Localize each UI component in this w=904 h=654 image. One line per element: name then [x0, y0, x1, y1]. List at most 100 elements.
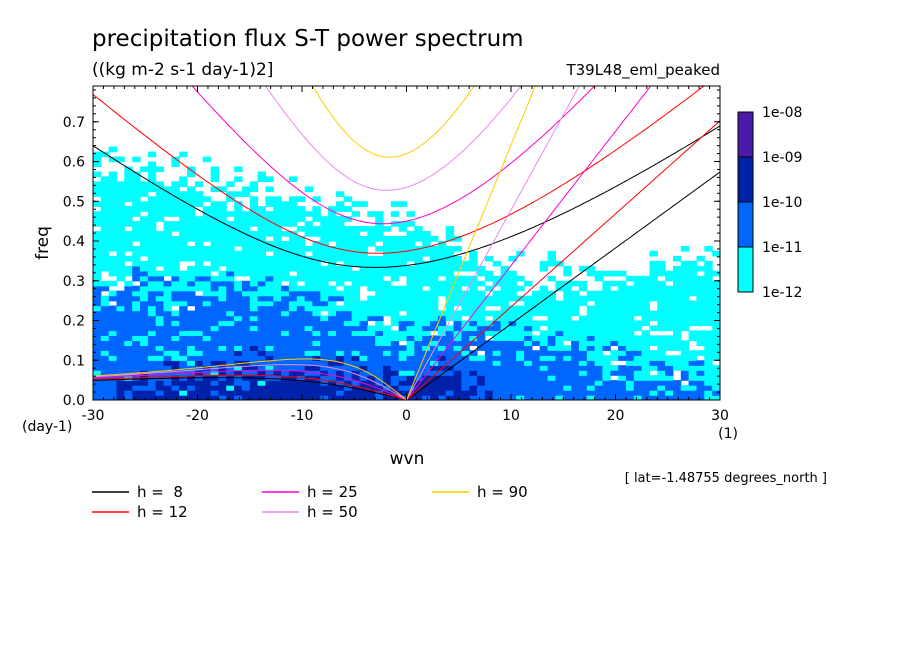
kelvin-curve-h25 — [406, 86, 652, 400]
heatmap-cell — [288, 360, 298, 366]
heatmap-cell — [116, 390, 125, 396]
heatmap-cell — [359, 270, 368, 277]
heatmap-cell — [704, 370, 713, 376]
heatmap-cell — [398, 350, 408, 356]
heatmap-cell — [210, 166, 219, 173]
heatmap-cell — [712, 385, 720, 391]
heatmap-cell — [249, 275, 259, 282]
heatmap-cell — [296, 360, 306, 366]
heatmap-cell — [461, 335, 470, 341]
heatmap-cell — [281, 265, 290, 272]
heatmap-cell — [500, 285, 509, 292]
heatmap-cell — [93, 360, 102, 366]
heatmap-cell — [406, 380, 415, 386]
heatmap-cell — [641, 290, 650, 297]
heatmap-cell — [124, 370, 133, 376]
heatmap-cell — [618, 305, 627, 312]
heatmap-cell — [336, 345, 345, 351]
heatmap-cell — [649, 390, 658, 396]
heatmap-cell — [516, 380, 525, 386]
heatmap-cell — [241, 380, 251, 386]
heatmap-cell — [688, 280, 697, 287]
heatmap-cell — [147, 270, 157, 277]
heatmap-cell — [414, 310, 423, 317]
heatmap-cell — [312, 380, 321, 386]
heatmap-cell — [140, 166, 149, 173]
heatmap-cell — [93, 216, 102, 222]
heatmap-cell — [398, 300, 408, 307]
heatmap-cell — [304, 370, 313, 376]
heatmap-cell — [500, 385, 509, 391]
heatmap-cell — [563, 350, 572, 356]
heatmap-cell — [688, 275, 697, 282]
heatmap-cell — [140, 265, 149, 272]
heatmap-cell — [712, 365, 720, 371]
heatmap-cell — [336, 201, 345, 207]
heatmap-cell — [375, 320, 384, 327]
heatmap-cell — [437, 285, 447, 292]
heatmap-cell — [288, 275, 298, 282]
heatmap-cell — [328, 350, 337, 356]
heatmap-cell — [163, 350, 172, 356]
heatmap-cell — [116, 305, 125, 312]
heatmap-cell — [437, 241, 447, 247]
heatmap-cell — [336, 395, 345, 400]
heatmap-cell — [218, 325, 227, 332]
heatmap-cell — [336, 370, 345, 376]
heatmap-cell — [531, 340, 541, 346]
heatmap-cell — [500, 290, 509, 297]
heatmap-cell — [155, 365, 165, 371]
heatmap-cell — [226, 285, 235, 292]
heatmap-cell — [649, 395, 658, 400]
heatmap-cell — [273, 375, 282, 381]
heatmap-cell — [422, 250, 431, 257]
heatmap-cell — [508, 395, 517, 400]
heatmap-cell — [461, 395, 470, 400]
heatmap-cell — [516, 345, 525, 351]
heatmap-cell — [398, 375, 408, 381]
heatmap-cell — [312, 335, 321, 341]
heatmap-cell — [140, 320, 149, 327]
heatmap-cell — [265, 285, 274, 292]
heatmap-cell — [194, 380, 204, 386]
heatmap-cell — [187, 216, 196, 222]
heatmap-cell — [461, 295, 470, 302]
heatmap-cell — [461, 365, 470, 371]
heatmap-cell — [93, 290, 102, 297]
heatmap-cell — [108, 146, 118, 153]
heatmap-cell — [328, 385, 337, 391]
heatmap-cell — [234, 300, 243, 307]
heatmap-cell — [359, 280, 368, 287]
heatmap-cell — [312, 290, 321, 297]
heatmap-cell — [673, 325, 682, 332]
heatmap-cell — [265, 241, 274, 247]
heatmap-cell — [328, 275, 337, 282]
heatmap-cell — [336, 355, 345, 361]
heatmap-cell — [398, 330, 408, 336]
y-axis-label: freq — [33, 226, 53, 260]
heatmap-cell — [281, 216, 290, 222]
heatmap-cell — [508, 360, 517, 366]
heatmap-cell — [586, 395, 596, 400]
heatmap-cell — [649, 265, 658, 272]
heatmap-cell — [194, 231, 204, 237]
heatmap-cell — [304, 246, 313, 252]
heatmap-cell — [304, 231, 313, 237]
heatmap-cell — [414, 325, 423, 332]
heatmap-cell — [704, 280, 713, 287]
heatmap-cell — [249, 365, 259, 371]
heatmap-cell — [469, 395, 478, 400]
heatmap-cell — [336, 280, 345, 287]
heatmap-cell — [265, 270, 274, 277]
heatmap-cell — [218, 285, 227, 292]
heatmap-cell — [375, 255, 384, 262]
heatmap-cell — [625, 340, 635, 346]
heatmap-cell — [273, 300, 282, 307]
heatmap-cell — [155, 335, 165, 341]
heatmap-cell — [249, 265, 259, 272]
heatmap-cell — [422, 365, 431, 371]
heatmap-cell — [618, 375, 627, 381]
heatmap-cell — [673, 345, 682, 351]
heatmap-cell — [406, 350, 415, 356]
heatmap-cell — [336, 375, 345, 381]
